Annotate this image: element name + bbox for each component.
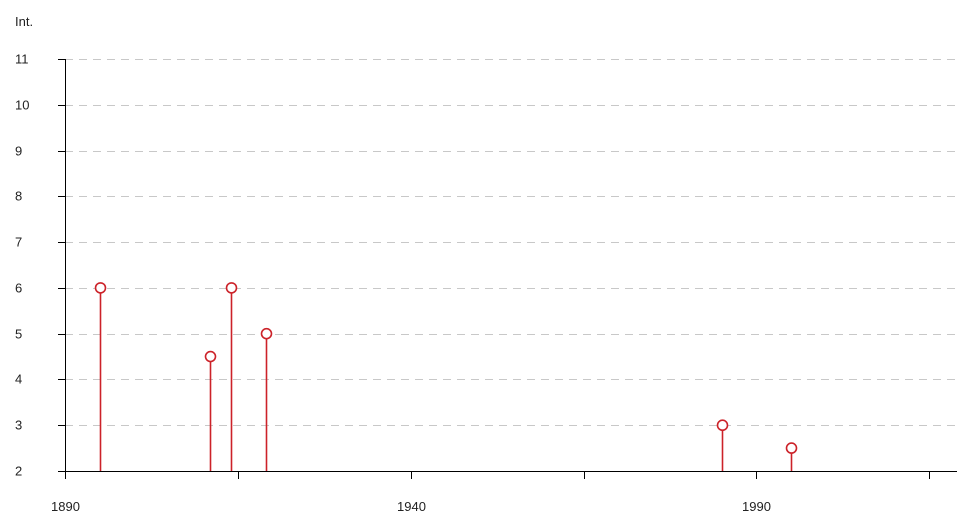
y-tick-label: 6 [15,281,22,296]
y-tick-label: 9 [15,144,22,159]
grid-lines [65,59,957,426]
y-tick-label: 7 [15,235,22,250]
x-ticks: 1890 1940 1990 [51,471,930,514]
data-point [204,350,217,363]
y-axis-label: Int. [15,14,33,29]
data-point [225,282,238,294]
y-tick-label: 11 [15,52,29,67]
y-tick-label: 8 [15,189,22,204]
x-tick-label: 1990 [742,499,771,514]
y-tick-label: 3 [15,418,22,433]
axes [65,59,957,472]
data-point [260,327,273,340]
data-point [716,419,729,432]
data-point [785,442,798,454]
y-ticks: 2 3 4 5 6 7 8 9 10 11 [15,52,65,479]
y-tick-label: 2 [15,464,22,479]
y-tick-label: 5 [15,327,22,342]
data-point [94,282,107,294]
x-tick-label: 1890 [51,499,80,514]
y-tick-label: 10 [15,98,29,113]
x-tick-label: 1940 [397,499,426,514]
data-series [94,282,798,471]
y-tick-label: 4 [15,372,22,387]
